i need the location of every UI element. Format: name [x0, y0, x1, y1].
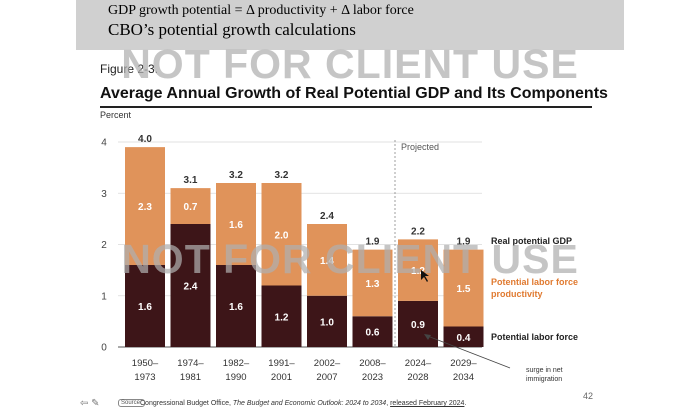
- data-label-total: 2.2: [411, 226, 425, 237]
- bar-productivity: [307, 224, 347, 296]
- bar-labor-force: [307, 295, 347, 347]
- source-label: Source:: [118, 399, 145, 407]
- data-label-labor-force: 0.4: [457, 333, 471, 344]
- data-label-labor-force: 0.9: [411, 320, 425, 331]
- data-label-productivity: 2.3: [138, 202, 152, 213]
- y-tick-label: 3: [101, 189, 107, 200]
- x-tick-label: 2002–: [314, 358, 341, 369]
- annotation-text-line2: immigration: [526, 376, 562, 383]
- mouse-cursor-icon: [421, 270, 429, 282]
- x-tick-label: 1981: [180, 372, 201, 383]
- y-tick-label: 2: [101, 240, 107, 251]
- bar-labor-force: [125, 265, 165, 347]
- x-tick-label: 2028: [407, 372, 428, 383]
- legend-real-potential-gdp: Real potential GDP: [491, 236, 572, 246]
- annotation-arrowhead: [424, 334, 431, 340]
- data-label-productivity: 1.2: [411, 266, 425, 277]
- footer-toolbar: ⇦ ✎: [80, 398, 100, 409]
- data-label-total: 3.2: [229, 170, 243, 181]
- x-tick-label: 2029–: [450, 358, 477, 369]
- x-tick-label: 1990: [225, 372, 246, 383]
- data-label-productivity: 0.7: [184, 202, 198, 213]
- y-axis-label: Percent: [100, 110, 132, 120]
- back-arrow-icon[interactable]: ⇦: [80, 398, 89, 409]
- data-label-labor-force: 0.6: [366, 328, 380, 339]
- x-tick-label: 2001: [271, 372, 292, 383]
- source-title: The Budget and Economic Outlook: 2024 to…: [232, 400, 387, 407]
- chart-title: Average Annual Growth of Real Potential …: [100, 85, 608, 102]
- x-tick-label: 1982–: [223, 358, 250, 369]
- data-label-labor-force: 2.4: [184, 282, 198, 293]
- x-tick-label: 1973: [134, 372, 155, 383]
- bar-labor-force: [398, 300, 438, 347]
- source-release-link[interactable]: released February 2024: [390, 400, 465, 407]
- y-tick-label: 4: [101, 138, 107, 149]
- data-label-labor-force: 1.0: [320, 317, 334, 328]
- annotation-text-line1: surge in net: [526, 367, 563, 374]
- x-tick-label: 2034: [453, 372, 474, 383]
- slide-heading-title: CBO’s potential growth calculations: [108, 20, 356, 39]
- data-label-total: 4.0: [138, 134, 152, 145]
- figure-label: Figure 2-3.: [100, 62, 159, 76]
- data-label-productivity: 1.3: [366, 279, 380, 290]
- x-tick-label: 2024–: [405, 358, 432, 369]
- slide-heading-formula: GDP growth potential = Δ productivity + …: [108, 3, 414, 18]
- bar-labor-force: [352, 316, 393, 347]
- bar-labor-force: [170, 224, 211, 347]
- x-tick-label: 2023: [362, 372, 383, 383]
- source-separator: ,: [386, 400, 391, 407]
- data-label-productivity: 1.5: [457, 284, 471, 295]
- title-rule: [100, 106, 592, 108]
- data-label-productivity: 1.4: [320, 256, 334, 267]
- bar-labor-force: [216, 265, 256, 347]
- bar-productivity: [125, 147, 165, 265]
- x-tick-label: 1974–: [177, 358, 204, 369]
- pen-icon[interactable]: ✎: [91, 398, 100, 409]
- data-label-total: 3.2: [275, 170, 289, 181]
- x-tick-label: 2007: [316, 372, 337, 383]
- y-tick-label: 0: [101, 343, 107, 354]
- bar-productivity: [261, 183, 302, 286]
- bar-productivity: [443, 249, 484, 327]
- bar-productivity: [170, 188, 211, 224]
- projected-label: Projected: [401, 142, 439, 152]
- y-tick-label: 1: [101, 291, 107, 302]
- legend-labor-force: Potential labor force: [491, 332, 578, 342]
- x-tick-label: 1991–: [268, 358, 295, 369]
- page-number: 42: [583, 391, 594, 401]
- bar-productivity: [398, 239, 438, 301]
- data-label-total: 1.9: [366, 237, 380, 248]
- data-label-total: 1.9: [457, 237, 471, 248]
- data-label-labor-force: 1.6: [229, 302, 243, 313]
- data-label-labor-force: 1.6: [138, 302, 152, 313]
- data-label-total: 2.4: [320, 211, 334, 222]
- bar-productivity: [352, 249, 393, 317]
- x-tick-label: 1950–: [132, 358, 159, 369]
- legend-productivity-line2: productivity: [491, 289, 543, 299]
- data-label-total: 3.1: [184, 175, 198, 186]
- source-note: Congressional Budget Office, The Budget …: [140, 400, 466, 407]
- slide-header: [76, 0, 624, 50]
- legend-productivity-line1: Potential labor force: [491, 277, 578, 287]
- data-label-labor-force: 1.2: [275, 312, 289, 323]
- source-end: .: [464, 400, 467, 407]
- source-prefix: Congressional Budget Office,: [140, 400, 233, 407]
- annotation-arrow-line: [424, 334, 511, 369]
- bar-labor-force: [261, 285, 302, 347]
- data-label-productivity: 2.0: [275, 230, 289, 241]
- bar-labor-force: [443, 326, 484, 347]
- data-label-productivity: 1.6: [229, 220, 243, 231]
- bar-productivity: [216, 183, 256, 265]
- x-tick-label: 2008–: [359, 358, 386, 369]
